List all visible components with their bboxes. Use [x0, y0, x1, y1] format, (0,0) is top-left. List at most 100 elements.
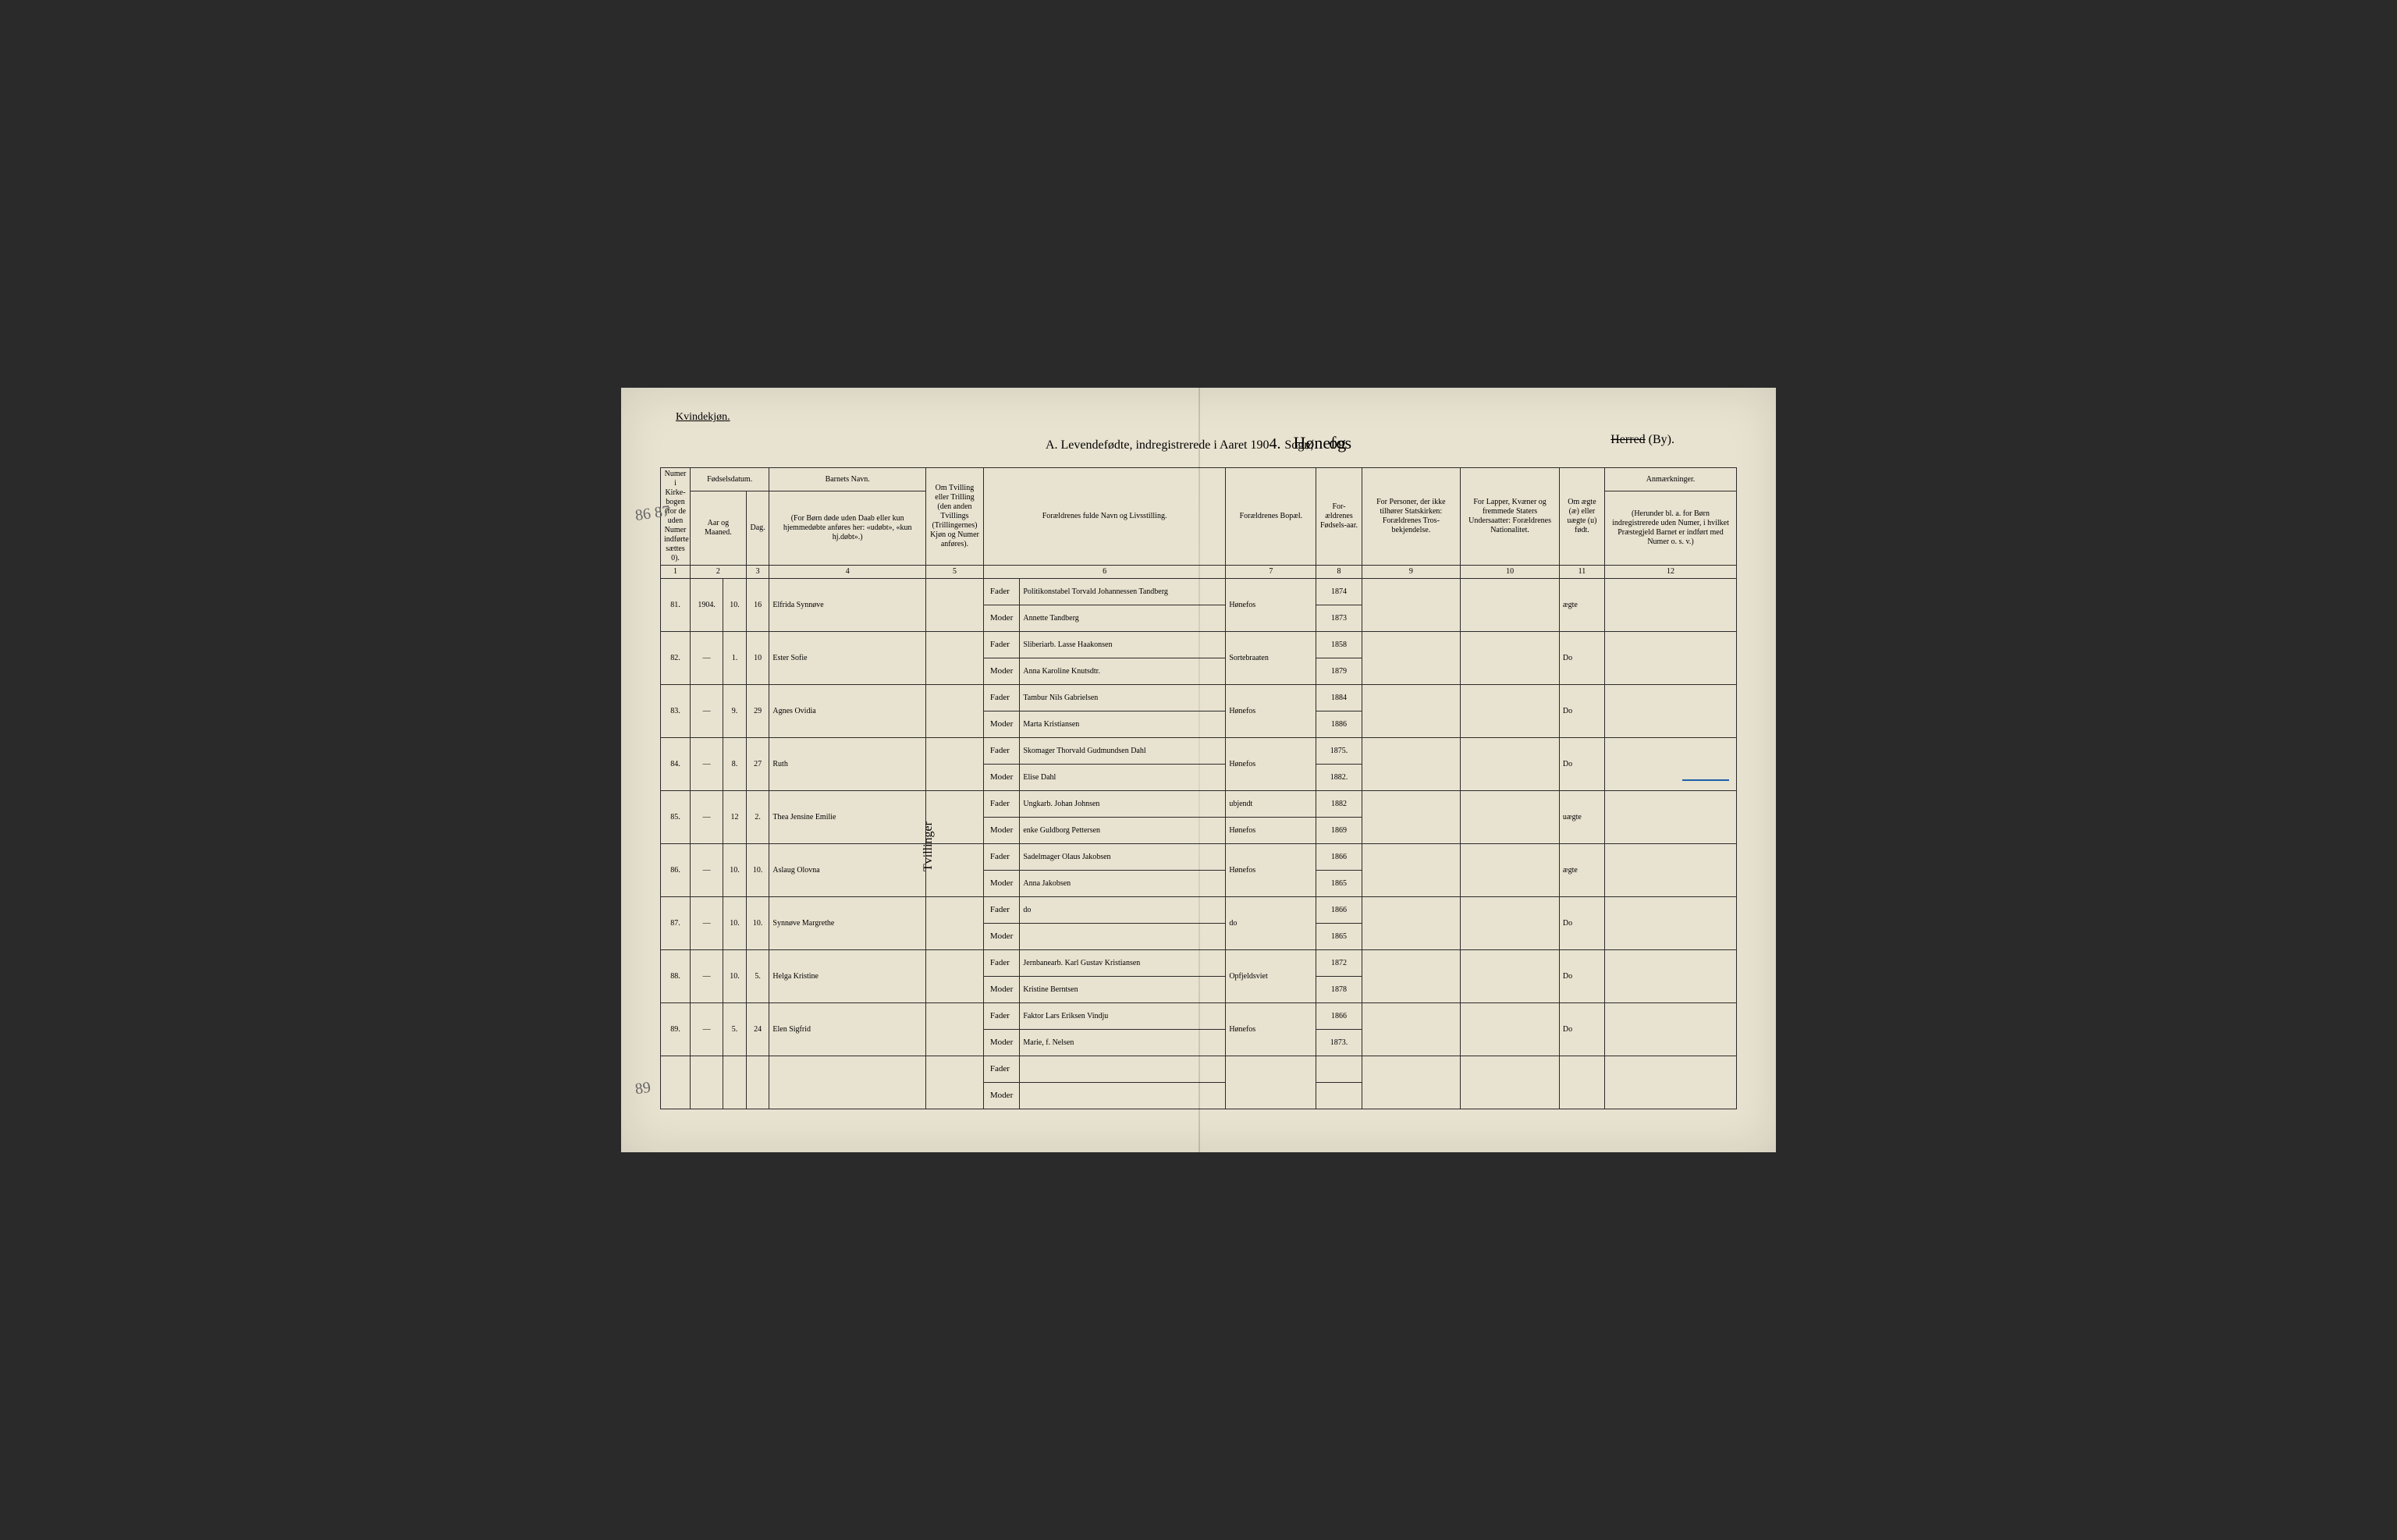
- moder-label: Moder: [983, 765, 1019, 791]
- mother-birthyear: [1316, 1083, 1362, 1109]
- twin-cell: [926, 579, 984, 632]
- mother-birthyear: 1886: [1316, 711, 1362, 738]
- child-name: Thea Jensine Emilie: [769, 791, 926, 844]
- fader-label: Fader: [983, 950, 1019, 977]
- legitimacy: Do: [1559, 897, 1604, 950]
- birth-year: —: [691, 685, 723, 738]
- child-name: Helga Kristine: [769, 950, 926, 1003]
- col-4-sub-header: (For Børn døde uden Daab eller kun hjemm…: [769, 491, 926, 566]
- remarks-cell: [1604, 950, 1736, 1003]
- father-name: Sadelmager Olaus Jakobsen: [1020, 844, 1226, 871]
- table-body: 81.1904.10.16Elfrida SynnøveFaderPolitik…: [661, 579, 1737, 1109]
- legitimacy: uægte: [1559, 791, 1604, 844]
- twin-cell: [926, 950, 984, 1003]
- col-12-group-header: Anmærkninger.: [1604, 468, 1736, 491]
- table-row: 85.—122.Thea Jensine EmilieFaderUngkarb.…: [661, 791, 1737, 818]
- birth-day: 5.: [746, 950, 769, 1003]
- birth-month: 9.: [723, 685, 747, 738]
- fader-label: Fader: [983, 1056, 1019, 1083]
- residence: Hønefos: [1226, 738, 1316, 791]
- father-name: Jernbanearb. Karl Gustav Kristiansen: [1020, 950, 1226, 977]
- religion-cell: [1362, 632, 1461, 685]
- mother-name: Annette Tandberg: [1020, 605, 1226, 632]
- birth-year: —: [691, 632, 723, 685]
- birth-year: —: [691, 1003, 723, 1056]
- twin-cell: [926, 738, 984, 791]
- father-name: Sliberiarb. Lasse Haakonsen: [1020, 632, 1226, 658]
- col-9-header: For Personer, der ikke tilhører Statskir…: [1362, 468, 1461, 566]
- father-birthyear: 1872: [1316, 950, 1362, 977]
- entry-number: 83.: [661, 685, 691, 738]
- register-page: Kvindekjøn. A. Levendefødte, indregistre…: [621, 388, 1776, 1152]
- mother-name: Anna Jakobsen: [1020, 871, 1226, 897]
- father-birthyear: [1316, 1056, 1362, 1083]
- residence: Hønefos: [1226, 685, 1316, 738]
- colnum: 4: [769, 566, 926, 579]
- colnum: 1: [661, 566, 691, 579]
- entry-number: 85.: [661, 791, 691, 844]
- birth-year: —: [691, 791, 723, 844]
- table-row: 84.—8.27RuthFaderSkomager Thorvald Gudmu…: [661, 738, 1737, 765]
- religion-cell: [1362, 950, 1461, 1003]
- table-row: 89.—5.24Elen SigfridFaderFaktor Lars Eri…: [661, 1003, 1737, 1030]
- child-name: Synnøve Margrethe: [769, 897, 926, 950]
- colnum: 7: [1226, 566, 1316, 579]
- legitimacy: ægte: [1559, 844, 1604, 897]
- col-3-header: Dag.: [746, 491, 769, 566]
- birth-month: [723, 1056, 747, 1109]
- remarks-cell: [1604, 632, 1736, 685]
- moder-label: Moder: [983, 658, 1019, 685]
- father-birthyear: 1884: [1316, 685, 1362, 711]
- nationality-cell: [1461, 685, 1560, 738]
- birth-year: —: [691, 897, 723, 950]
- legitimacy: Do: [1559, 1003, 1604, 1056]
- birth-day: 16: [746, 579, 769, 632]
- father-birthyear: 1882: [1316, 791, 1362, 818]
- remarks-cell: [1604, 685, 1736, 738]
- entry-number: 81.: [661, 579, 691, 632]
- residence: Hønefos: [1226, 844, 1316, 897]
- nationality-cell: [1461, 950, 1560, 1003]
- residence-mother: Hønefos: [1226, 818, 1316, 844]
- blue-mark: [1682, 779, 1729, 781]
- birth-month: 10.: [723, 844, 747, 897]
- birth-month: 5.: [723, 1003, 747, 1056]
- title-prefix: A. Levendefødte, indregistrerede i Aaret…: [1046, 438, 1270, 452]
- birth-day: 10.: [746, 897, 769, 950]
- mother-birthyear: 1865: [1316, 871, 1362, 897]
- father-birthyear: 1875.: [1316, 738, 1362, 765]
- table-row: Fader: [661, 1056, 1737, 1083]
- table-row: 81.1904.10.16Elfrida SynnøveFaderPolitik…: [661, 579, 1737, 605]
- mother-birthyear: 1882.: [1316, 765, 1362, 791]
- child-name: Elen Sigfrid: [769, 1003, 926, 1056]
- nationality-cell: [1461, 738, 1560, 791]
- mother-name: enke Guldborg Pettersen: [1020, 818, 1226, 844]
- twin-label: Tvillinger: [922, 821, 936, 871]
- margin-note-bottom: 89: [634, 1079, 652, 1099]
- birth-year: —: [691, 950, 723, 1003]
- residence: Hønefos: [1226, 1003, 1316, 1056]
- colnum: 12: [1604, 566, 1736, 579]
- col-4-group-header: Barnets Navn.: [769, 468, 926, 491]
- religion-cell: [1362, 897, 1461, 950]
- residence: Hønefos: [1226, 579, 1316, 632]
- mother-name: Marta Kristiansen: [1020, 711, 1226, 738]
- remarks-cell: [1604, 1056, 1736, 1109]
- og-script: og: [1329, 433, 1346, 453]
- col-6-header: Forældrenes fulde Navn og Livsstilling.: [983, 468, 1225, 566]
- entry-number: 88.: [661, 950, 691, 1003]
- mother-birthyear: 1873.: [1316, 1030, 1362, 1056]
- fader-label: Fader: [983, 632, 1019, 658]
- colnum: 11: [1559, 566, 1604, 579]
- father-name: do: [1020, 897, 1226, 924]
- table-header: Numer i Kirke-bogen (for de uden Numer i…: [661, 468, 1737, 579]
- residence: ubjendt: [1226, 791, 1316, 818]
- mother-birthyear: 1879: [1316, 658, 1362, 685]
- fader-label: Fader: [983, 897, 1019, 924]
- father-birthyear: 1866: [1316, 1003, 1362, 1030]
- entry-number: 82.: [661, 632, 691, 685]
- register-table: Numer i Kirke-bogen (for de uden Numer i…: [660, 467, 1737, 1109]
- religion-cell: [1362, 791, 1461, 844]
- legitimacy: Do: [1559, 685, 1604, 738]
- father-birthyear: 1858: [1316, 632, 1362, 658]
